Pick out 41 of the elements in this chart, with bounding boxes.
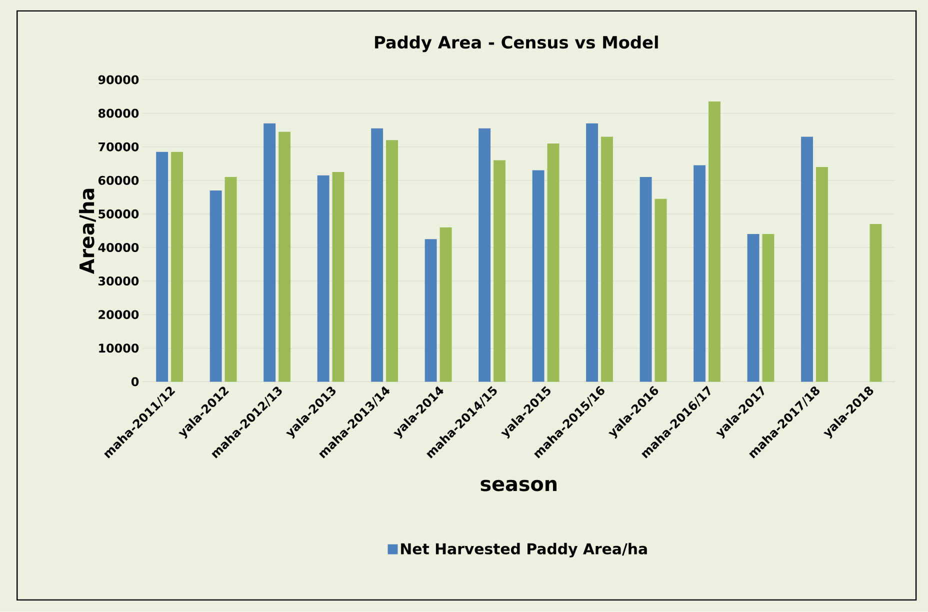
y-tick-label: 70000 (98, 142, 139, 152)
bar (371, 128, 384, 382)
y-tick-label: 80000 (98, 108, 139, 118)
bar (694, 165, 706, 382)
y-tick-label: 0 (131, 377, 139, 386)
bar (171, 152, 184, 382)
bar (801, 136, 814, 382)
x-axis-title: season (480, 480, 556, 492)
chart-title: Paddy Area - Census vs Model (375, 36, 658, 52)
y-tick-label: 10000 (99, 344, 139, 353)
y-tick-label: 20000 (98, 310, 139, 320)
y-tick-label: 60000 (98, 176, 139, 185)
bar (870, 224, 882, 382)
bar (278, 132, 291, 382)
bar (224, 177, 237, 382)
bar (317, 175, 330, 382)
bar (156, 152, 168, 382)
bar (424, 239, 437, 382)
bar (478, 128, 491, 382)
y-tick-label: 40000 (98, 243, 139, 252)
legend-label: Net Harvested Paddy Area/ha (401, 542, 647, 558)
bar (494, 160, 506, 382)
bar (816, 167, 828, 382)
bar (640, 177, 652, 382)
y-axis-title: Area/ha (78, 188, 96, 274)
bar (532, 170, 544, 382)
y-tick-label: 90000 (98, 75, 139, 84)
bar (386, 140, 398, 382)
y-tick-label: 50000 (98, 209, 139, 218)
bar (264, 123, 276, 382)
bar (762, 234, 774, 382)
bar (210, 190, 222, 382)
y-tick-label: 30000 (98, 276, 139, 286)
bar (654, 198, 667, 382)
bar (747, 234, 760, 382)
bar (708, 102, 720, 382)
bar (601, 136, 613, 382)
bar (332, 172, 344, 382)
bar (586, 123, 598, 382)
bar (547, 144, 560, 382)
bar (440, 227, 452, 382)
